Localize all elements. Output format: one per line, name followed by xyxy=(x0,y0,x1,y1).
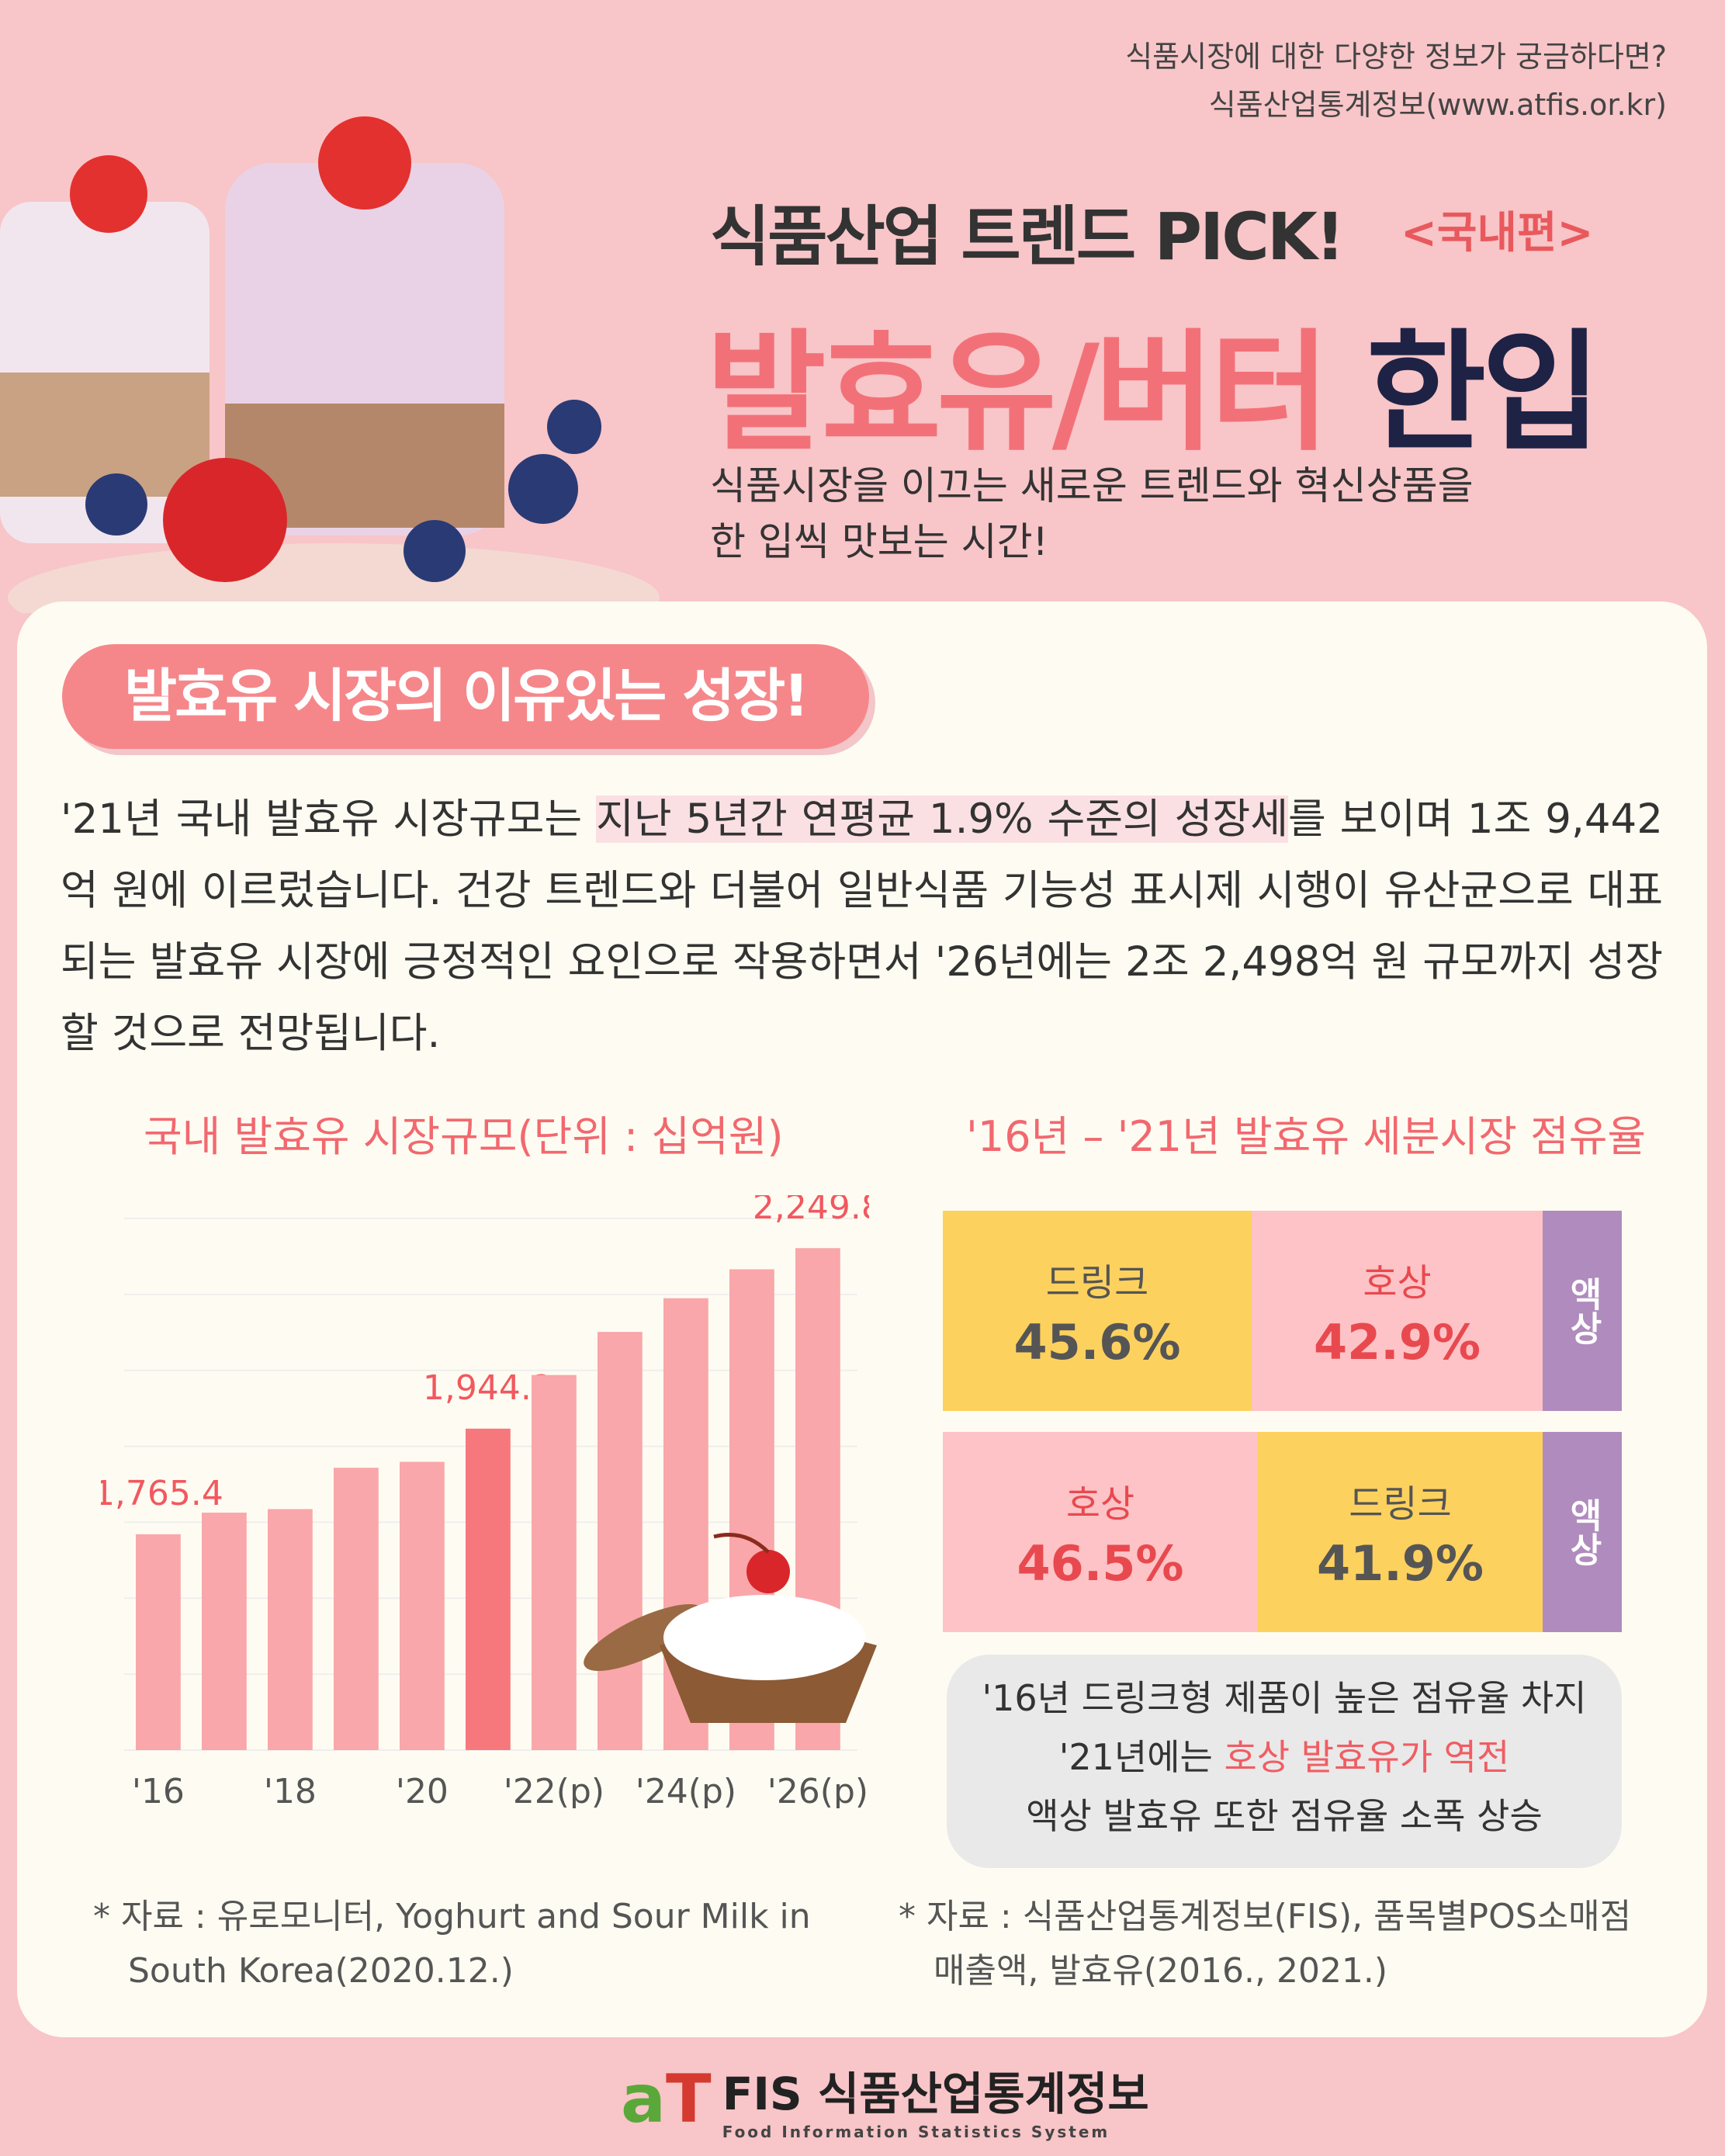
data-label: 2,249.8 xyxy=(753,1195,869,1227)
share-seg-drink-2016: 드링크 45.6% xyxy=(943,1211,1252,1411)
intro-line2: 한 입씩 맛보는 시간! xyxy=(710,519,1048,564)
note-line2-pre: '21년에는 xyxy=(1058,1736,1224,1778)
x-tick-label: '18 xyxy=(264,1772,317,1808)
note-line2-red: 호상 발효유가 역전 xyxy=(1224,1736,1510,1778)
share-note: '16년 드링크형 제품이 높은 점유율 차지 '21년에는 호상 발효유가 역… xyxy=(947,1655,1622,1868)
cottage-cheese-illustration xyxy=(584,1533,877,1723)
share-seg-liquid-2016: 액상 xyxy=(1543,1211,1622,1411)
section-heading: 발효유 시장의 이유있는 성장! xyxy=(62,644,869,749)
top-note-line1: 식품시장에 대한 다양한 정보가 궁금하다면? xyxy=(1125,40,1667,74)
logo-t: T xyxy=(666,2061,712,2138)
share-seg-pct: 45.6% xyxy=(1013,1313,1181,1371)
intro-line1: 식품시장을 이끄는 새로운 트렌드와 혁신상품을 xyxy=(710,463,1474,508)
share-seg-liquid-2021: 액상 xyxy=(1543,1432,1622,1632)
bar xyxy=(202,1513,247,1750)
sub-title: 식품산업 트렌드 PICK! xyxy=(710,199,1345,275)
source-left-line1: * 자료 : 유로모니터, Yoghurt and Sour Milk in xyxy=(93,1897,811,1936)
bar xyxy=(532,1374,577,1750)
share-seg-hosang-2016: 호상 42.9% xyxy=(1252,1211,1543,1411)
x-tick-label: '16 xyxy=(132,1772,185,1808)
share-seg-pct: 46.5% xyxy=(1017,1534,1184,1592)
note-line1: '16년 드링크형 제품이 높은 점유율 차지 xyxy=(982,1677,1587,1719)
note-line3: 액상 발효유 또한 점유율 소폭 상승 xyxy=(1026,1795,1543,1837)
share-seg-label: 액상 xyxy=(1563,1277,1602,1345)
share-seg-label: 드링크 xyxy=(1045,1260,1149,1305)
intro-text: 식품시장을 이끄는 새로운 트렌드와 혁신상품을 한 입씩 맛보는 시간! xyxy=(710,458,1474,570)
footer-logo: aT FIS 식품산업통계정보 Food Information Statist… xyxy=(621,2057,1149,2142)
footer-sub: Food Information Statistics System xyxy=(722,2123,1110,2141)
market-size-bar-chart: 1,765.4 '16 '18 '20 1,944.2 '22(p) '24(p) 2,249… xyxy=(101,1195,869,1808)
x-tick-label: '26(p) xyxy=(767,1772,868,1808)
bar-chart-title: 국내 발효유 시장규모(단위 : 십억원) xyxy=(105,1102,823,1170)
body-pre: '21년 국내 발효유 시장규모는 xyxy=(61,796,597,843)
source-right-line2: 매출액, 발효유(2016., 2021.) xyxy=(934,1951,1388,1991)
footer-name: FIS 식품산업통계정보 xyxy=(722,2068,1149,2120)
source-left: * 자료 : 유로모니터, Yoghurt and Sour Milk in S… xyxy=(93,1890,811,1998)
yogurt-parfait-illustration xyxy=(0,116,660,613)
body-text: '21년 국내 발효유 시장규모는 지난 5년간 연평균 1.9% 수준의 성장… xyxy=(61,784,1663,1069)
logo-a: a xyxy=(621,2061,667,2138)
x-tick-label: '20 xyxy=(396,1772,449,1808)
share-seg-label: 액상 xyxy=(1563,1498,1602,1566)
body-post: 를 보이며 1조 9,442억 원에 이르렀습니다. 건강 트렌드와 더불어 일… xyxy=(61,796,1663,1057)
main-title-navy: 한입 xyxy=(1366,317,1602,469)
x-tick-label: '24(p) xyxy=(636,1772,736,1808)
share-chart-title-text: '16년 – '21년 발효유 세분시장 점유율 xyxy=(966,1112,1647,1161)
note-line2: '21년에는 호상 발효유가 역전 xyxy=(947,1728,1622,1787)
sub-tag: <국내편> xyxy=(1401,208,1594,258)
share-seg-label: 호상 xyxy=(1065,1482,1135,1526)
bar xyxy=(466,1428,511,1750)
source-right-line1: * 자료 : 식품산업통계정보(FIS), 품목별POS소매점 xyxy=(899,1897,1632,1936)
share-seg-pct: 41.9% xyxy=(1316,1534,1484,1592)
x-tick-label: '22(p) xyxy=(504,1772,604,1808)
main-title-pink: 발효유/버터 xyxy=(706,317,1330,469)
bar xyxy=(400,1461,445,1750)
bar xyxy=(598,1332,643,1750)
at-logo: aT xyxy=(621,2061,712,2138)
source-left-line2: South Korea(2020.12.) xyxy=(128,1951,514,1991)
share-seg-hosang-2021: 호상 46.5% xyxy=(943,1432,1258,1632)
body-highlight: 지난 5년간 연평균 1.9% 수준의 성장세 xyxy=(596,796,1288,843)
bar xyxy=(136,1534,181,1750)
share-chart-title: '16년 – '21년 발효유 세분시장 점유율 xyxy=(943,1102,1670,1170)
main-title: 발효유/버터 한입 xyxy=(706,287,1602,476)
top-note-line2: 식품산업통계정보(www.atfis.or.kr) xyxy=(1208,88,1667,122)
share-seg-pct: 42.9% xyxy=(1313,1313,1481,1371)
top-note: 식품시장에 대한 다양한 정보가 궁금하다면? 식품산업통계정보(www.atf… xyxy=(1125,33,1667,129)
share-seg-label: 드링크 xyxy=(1349,1482,1452,1526)
data-label: 1,765.4 xyxy=(101,1474,223,1513)
data-label: 1,944.2 xyxy=(423,1368,553,1408)
share-row-2021: 호상 46.5% 드링크 41.9% 액상 xyxy=(943,1432,1622,1632)
bar-chart-title-text: 국내 발효유 시장규모(단위 : 십억원) xyxy=(144,1112,784,1161)
share-seg-label: 호상 xyxy=(1363,1260,1432,1305)
bar xyxy=(268,1509,313,1750)
share-row-2016: 드링크 45.6% 호상 42.9% 액상 xyxy=(943,1211,1622,1411)
bar xyxy=(334,1468,379,1750)
share-seg-drink-2021: 드링크 41.9% xyxy=(1258,1432,1543,1632)
source-right: * 자료 : 식품산업통계정보(FIS), 품목별POS소매점 매출액, 발효유… xyxy=(899,1890,1631,1998)
